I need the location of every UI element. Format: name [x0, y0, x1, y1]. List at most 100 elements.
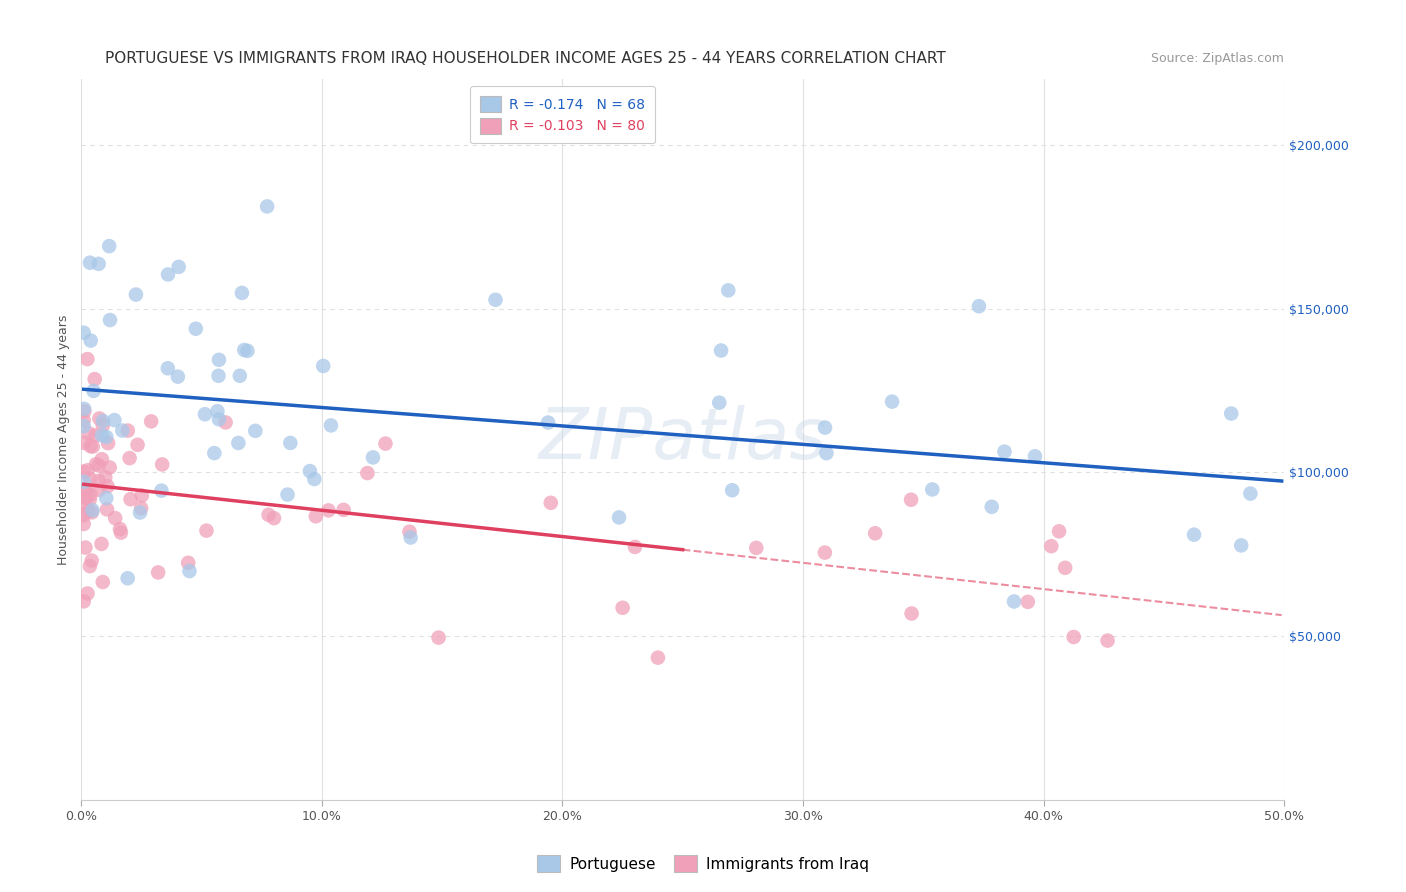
Point [256, 199, 278, 213]
Point [91, 414, 114, 428]
Point [177, 556, 200, 570]
Point [98, 239, 121, 253]
Point [73, 516, 96, 531]
Point [647, 650, 669, 665]
Point [73, 326, 96, 340]
Point [97, 479, 120, 493]
Point [156, 361, 179, 376]
Point [131, 489, 153, 503]
Point [1182, 527, 1205, 541]
Point [117, 424, 139, 438]
Point [1220, 407, 1243, 421]
Point [207, 404, 229, 418]
Point [75, 495, 97, 509]
Point [1054, 561, 1077, 575]
Point [73, 508, 96, 523]
Point [73, 413, 96, 427]
Point [202, 446, 225, 460]
Point [87, 257, 110, 271]
Point [540, 496, 562, 510]
Point [612, 600, 634, 615]
Legend: Portuguese, Immigrants from Iraq: Portuguese, Immigrants from Iraq [530, 847, 876, 880]
Point [97, 436, 120, 450]
Point [80, 505, 103, 519]
Point [900, 607, 922, 621]
Point [129, 506, 152, 520]
Point [1239, 486, 1261, 500]
Point [91, 574, 114, 589]
Point [228, 436, 250, 450]
Point [167, 260, 190, 274]
Point [96, 502, 118, 516]
Point [398, 524, 420, 539]
Point [156, 268, 179, 282]
Point [967, 299, 990, 313]
Point [229, 368, 252, 383]
Point [709, 395, 731, 409]
Point [77, 426, 100, 441]
Point [76, 504, 98, 518]
Point [82, 503, 104, 517]
Point [103, 413, 125, 427]
Point [117, 571, 139, 585]
Text: ZIPatlas: ZIPatlas [538, 405, 827, 475]
Point [87, 458, 110, 473]
Point [179, 564, 201, 578]
Point [75, 541, 97, 555]
Point [537, 416, 560, 430]
Point [94, 470, 117, 484]
Point [73, 435, 96, 450]
Point [84, 428, 107, 442]
Point [1024, 450, 1046, 464]
Point [76, 586, 98, 600]
Point [194, 407, 217, 421]
Point [90, 452, 112, 467]
Point [87, 483, 110, 497]
Point [263, 511, 285, 525]
Point [214, 416, 236, 430]
Point [75, 491, 97, 506]
Legend: R = -0.174   N = 68, R = -0.103   N = 80: R = -0.174 N = 68, R = -0.103 N = 80 [470, 87, 655, 144]
Point [73, 594, 96, 608]
Point [82, 440, 104, 454]
Point [110, 525, 132, 540]
Point [98, 460, 121, 475]
Point [1002, 594, 1025, 608]
Point [111, 424, 134, 438]
Point [79, 439, 101, 453]
Point [245, 424, 267, 438]
Point [980, 500, 1002, 514]
Point [721, 483, 744, 498]
Point [1047, 524, 1070, 539]
Point [233, 343, 256, 357]
Point [108, 522, 131, 536]
Point [208, 412, 231, 426]
Point [91, 418, 114, 433]
Point [298, 464, 321, 478]
Point [75, 485, 97, 500]
Point [98, 313, 121, 327]
Point [814, 420, 837, 434]
Point [1230, 538, 1253, 552]
Point [125, 287, 148, 301]
Point [607, 510, 630, 524]
Point [73, 465, 96, 479]
Point [717, 284, 740, 298]
Point [814, 546, 837, 560]
Point [96, 430, 118, 444]
Point [374, 436, 396, 450]
Point [1040, 539, 1063, 553]
Point [87, 474, 110, 488]
Point [880, 394, 903, 409]
Point [1063, 630, 1085, 644]
Point [150, 458, 173, 472]
Point [73, 401, 96, 416]
Point [319, 418, 342, 433]
Point [79, 487, 101, 501]
Point [150, 483, 173, 498]
Point [900, 492, 922, 507]
Point [710, 343, 733, 358]
Point [89, 411, 111, 425]
Point [815, 446, 838, 460]
Point [80, 553, 103, 567]
